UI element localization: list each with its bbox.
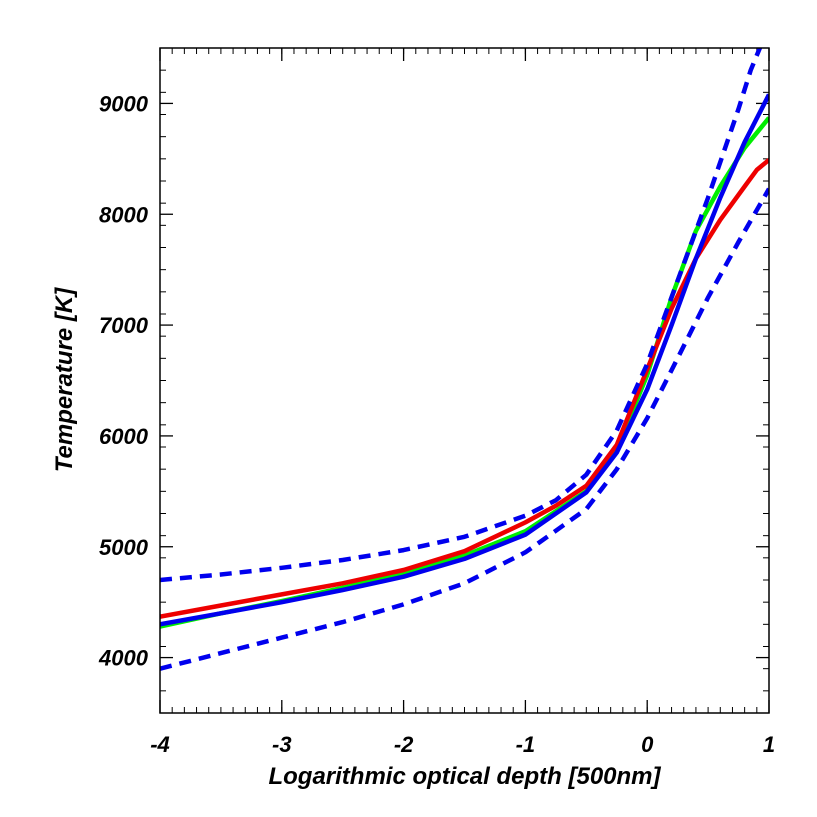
- x-tick-label: -3: [272, 732, 292, 757]
- x-tick-label: -4: [150, 732, 170, 757]
- y-tick-label: 5000: [99, 535, 149, 560]
- series-layer: [160, 48, 769, 671]
- dashed-series-line-4: [160, 187, 769, 671]
- y-axis-label: Temperature [K]: [51, 287, 78, 472]
- y-tick-labels: 4000 5000 6000 7000 8000 9000: [98, 91, 149, 670]
- major-ticks: [159, 48, 770, 713]
- y-tick-label: 7000: [99, 313, 149, 338]
- x-tick-label: -1: [516, 732, 536, 757]
- x-tick-label: -2: [394, 732, 414, 757]
- y-tick-label: 4000: [98, 646, 149, 671]
- y-tick-label: 6000: [99, 424, 149, 449]
- y-tick-label: 8000: [99, 202, 149, 227]
- series-line-1: [160, 158, 769, 619]
- x-tick-labels: -4 -3 -2 -1 0 1: [150, 732, 775, 757]
- dashed-series-line-3: [160, 48, 763, 583]
- y-tick-label: 9000: [99, 91, 149, 116]
- x-tick-label: 0: [641, 732, 654, 757]
- x-axis-label: Logarithmic optical depth [500nm]: [268, 763, 661, 790]
- plot-frame: [159, 47, 770, 714]
- x-tick-label: 1: [763, 732, 775, 757]
- series-line-2: [160, 93, 769, 627]
- minor-ticks: [159, 47, 770, 714]
